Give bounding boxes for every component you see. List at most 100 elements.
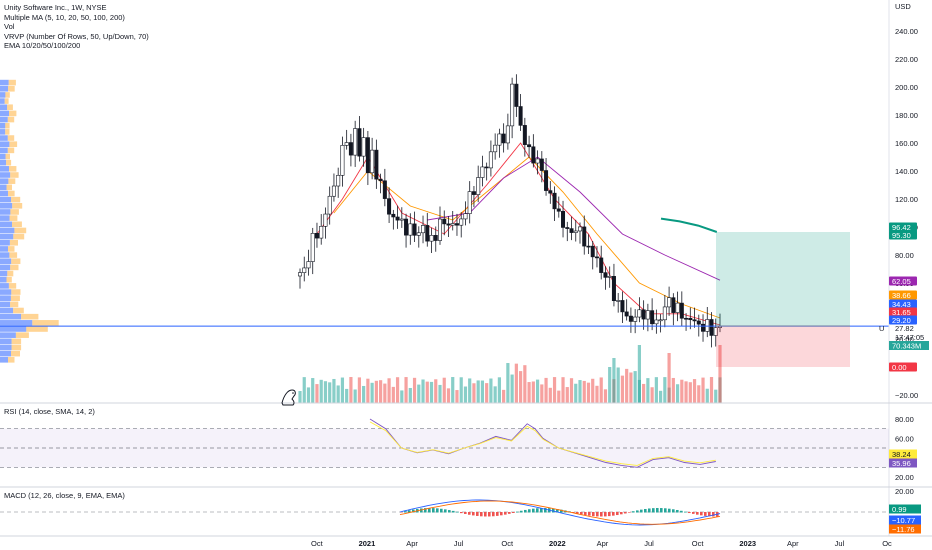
macd-histogram-bar [444, 509, 447, 513]
macd-histogram-bar [612, 512, 615, 516]
volume-bar [315, 384, 319, 403]
candle-body [518, 106, 523, 126]
volume-profile-up [0, 295, 11, 301]
candle-body [302, 267, 307, 273]
candle-body [310, 233, 315, 262]
macd-histogram-bar [696, 512, 699, 515]
volume-profile-down [5, 122, 10, 129]
candle-body [395, 216, 400, 221]
volume-bar [472, 383, 476, 403]
volume-bars [298, 345, 722, 403]
candle-body [480, 166, 485, 178]
candle-body [442, 218, 447, 225]
macd-histogram-bar [636, 510, 639, 513]
volume-bar [591, 378, 595, 403]
candle-body [577, 226, 582, 232]
candle-body [692, 319, 697, 322]
rsi-tick-label: 20.00 [895, 473, 914, 482]
time-tick-label: Jul [454, 539, 464, 548]
volume-bar [311, 378, 315, 403]
pane-dividers[interactable] [0, 402, 932, 537]
macd-histogram-bar [552, 508, 555, 513]
volume-profile-up [0, 227, 15, 234]
macd-badge-bg [889, 524, 921, 534]
time-tick-label: Oct [501, 539, 514, 548]
candle-body [314, 233, 319, 239]
volume-profile-down [5, 153, 10, 160]
indicator-vol[interactable]: Vol [4, 22, 15, 32]
volume-bar [692, 379, 697, 403]
volume-bar [701, 377, 705, 403]
candle-body [641, 309, 646, 320]
volume-profile-up [0, 166, 9, 172]
price-tick-label: 80.00 [895, 251, 914, 260]
volume-bar [633, 371, 637, 403]
candle-body [416, 232, 421, 236]
volume-bar [544, 377, 548, 403]
volume-profile-up [0, 246, 8, 252]
symbol-title[interactable]: Unity Software Inc., 1W, NYSE [4, 3, 107, 12]
price-badge-label: 29.20 [892, 316, 911, 325]
macd-histogram-bar [484, 512, 487, 517]
time-tick-label: Oc [882, 539, 892, 548]
volume-bar [697, 385, 701, 403]
volume-bar [552, 377, 557, 403]
macd-histogram-bar [660, 508, 663, 513]
candle-body [650, 310, 655, 325]
candle-body [374, 149, 379, 180]
volume-profile-down [8, 85, 15, 92]
candle-body [357, 128, 362, 157]
macd-histogram-bar [588, 512, 591, 516]
long-position-tool[interactable] [0, 232, 889, 367]
macd-histogram-bar [628, 512, 631, 513]
candle-body [476, 177, 481, 195]
candle-body [391, 213, 396, 218]
price-badge-label: 95.30 [892, 231, 911, 240]
volume-profile-down [8, 357, 15, 363]
time-axis[interactable]: Oct 2021 Apr Jul Oct 2022 Apr Jul Oct 2023 Apr Jul O… [311, 539, 892, 548]
volume-bar [362, 385, 366, 403]
volume-bar [353, 389, 357, 403]
tradingview-dino-icon[interactable] [281, 389, 296, 406]
price-badge: 34.43 [889, 299, 917, 309]
price-badge: 62.05 [889, 276, 917, 286]
price-axis[interactable]: USD 240.00 220.00 200.00 180.00 160.00 140.00 1… [879, 0, 929, 536]
volume-bar [582, 380, 586, 403]
candle-body [684, 317, 689, 320]
macd-histogram-bar [488, 512, 491, 517]
volume-profile-down [9, 110, 17, 117]
candle-body [484, 166, 489, 169]
volume-profile-down [15, 332, 29, 338]
volume-profile-down [6, 159, 12, 166]
macd-histogram-bar [464, 512, 467, 514]
volume-profile-down [10, 264, 19, 271]
price-tick-label: 240.00 [895, 27, 918, 36]
volume-bar [463, 386, 468, 403]
indicator-vrvp[interactable]: VRVP (Number Of Rows, 50, Up/Down, 70) [4, 31, 149, 41]
rsi-legend[interactable]: RSI (14, close, SMA, 14, 2) [4, 407, 95, 416]
volume-profile-down [7, 147, 15, 154]
volume-profile-up [0, 264, 11, 271]
candle-body [348, 142, 353, 156]
volume-bar [565, 387, 569, 403]
volume-bar [625, 368, 629, 403]
candle-body [446, 223, 451, 226]
price-badge-label: 62.05 [892, 277, 911, 286]
price-badge-label: 31.65 [892, 308, 911, 317]
volume-profile-down [26, 326, 48, 332]
indicator-multiple-ma[interactable]: Multiple MA (5, 10, 20, 50, 100, 200) [4, 12, 125, 22]
volume-bar [417, 384, 421, 403]
volume-profile-up [0, 283, 9, 289]
indicator-ema[interactable]: EMA 10/20/50/100/200 [4, 41, 81, 51]
macd-histogram-bar [684, 511, 687, 513]
candle-body [620, 300, 625, 313]
candle-body [501, 133, 506, 144]
candle-body [454, 223, 459, 226]
macd-legend[interactable]: MACD (12, 26, close, 9, EMA, EMA) [4, 491, 125, 500]
macd-histogram-bar [436, 508, 439, 513]
volume-profile-down [10, 172, 19, 178]
candle-body [331, 185, 336, 197]
volume-bar [497, 377, 501, 403]
